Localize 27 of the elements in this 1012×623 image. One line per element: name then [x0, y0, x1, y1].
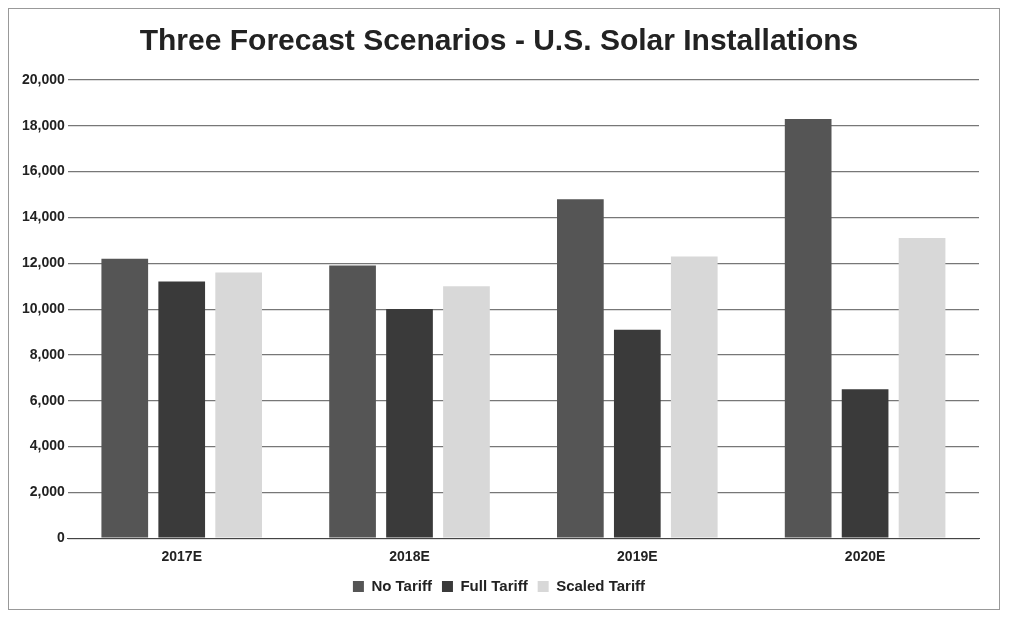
- x-tick-label: 2018E: [389, 548, 430, 565]
- legend-label: No Tariff: [371, 576, 433, 594]
- y-tick-label: 0: [57, 529, 66, 546]
- x-tick-label: 2017E: [161, 548, 202, 565]
- chart-title: Three Forecast Scenarios - U.S. Solar Installations: [139, 23, 859, 57]
- y-tick-label: 6,000: [29, 391, 66, 408]
- bar: [329, 265, 376, 538]
- legend-label: Full Tariff: [460, 576, 529, 594]
- legend-label: Scaled Tariff: [556, 576, 647, 594]
- x-tick-label: 2019E: [617, 548, 658, 565]
- y-tick-label: 4,000: [29, 437, 66, 454]
- y-tick-label: 18,000: [21, 116, 66, 133]
- y-tick-label: 10,000: [21, 299, 66, 316]
- y-tick-label: 8,000: [29, 345, 66, 362]
- bar: [898, 238, 946, 538]
- y-tick-label: 2,000: [29, 483, 66, 500]
- bar: [670, 256, 718, 538]
- y-tick-label: 12,000: [21, 254, 66, 271]
- y-tick-label: 16,000: [21, 162, 66, 179]
- y-tick-label: 20,000: [21, 70, 66, 87]
- x-tick-label: 2020E: [844, 548, 886, 565]
- bar: [215, 272, 263, 538]
- bar: [784, 118, 832, 538]
- y-tick-label: 14,000: [21, 208, 66, 225]
- bar: [443, 286, 490, 538]
- bar: [101, 258, 149, 538]
- bar: [557, 199, 604, 538]
